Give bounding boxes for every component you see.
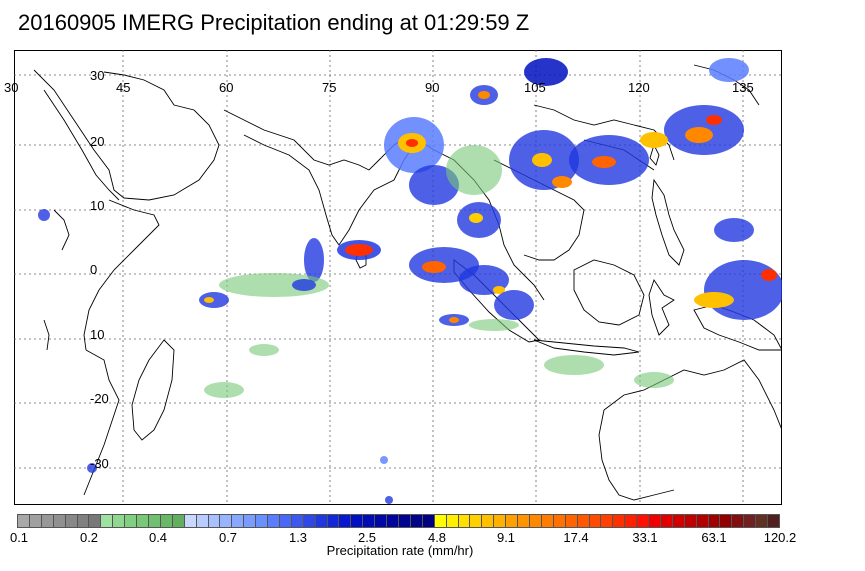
colorbar-cell [446,515,459,527]
map-frame [14,50,782,505]
colorbar-cell [351,515,364,527]
colorbar-cell [577,515,590,527]
colorbar-tick: 2.5 [357,530,377,545]
colorbar-cell [434,515,447,527]
colorbar-cell [768,515,780,527]
colorbar-cell [387,515,399,527]
colorbar-cell [41,515,54,527]
colorbar-tick: 33.1 [632,530,658,545]
colorbar-cell [232,515,245,527]
colorbar-cell [184,515,197,527]
colorbar-cell [65,515,78,527]
lon-label-30: 30 [4,80,19,95]
colorbar-tick: 0.4 [148,530,168,545]
colorbar-cell [589,515,602,527]
colorbar-cell [113,515,126,527]
colorbar-cell [53,515,66,527]
colorbar-cell [101,515,114,527]
colorbar-cell [172,515,185,527]
colorbar-cell [529,515,542,527]
colorbar-cell [744,515,757,527]
colorbar-cell [708,515,721,527]
colorbar-cell [672,515,685,527]
lat-label-neg30: -30 [90,456,109,471]
colorbar-cell [256,515,269,527]
colorbar-cell [541,515,554,527]
colorbar-cell [684,515,697,527]
colorbar-tick: 0.2 [79,530,99,545]
colorbar-cell [220,515,233,527]
lon-label-75: 75 [322,80,337,95]
map-title: 20160905 IMERG Precipitation ending at 0… [18,10,530,35]
colorbar-cell [208,515,221,527]
colorbar-cell [17,515,30,527]
colorbar-cell [29,515,42,527]
colorbar-cell [303,515,316,527]
colorbar-cell [410,515,423,527]
lat-label-30: 30 [90,68,105,83]
colorbar-cell [458,515,471,527]
colorbar-cell [565,515,578,527]
colorbar-tick: 4.8 [427,530,447,545]
colorbar-cell [422,515,435,527]
colorbar-cell [89,515,102,527]
colorbar-tick: 17.4 [563,530,589,545]
colorbar [17,514,780,528]
lon-label-135: 135 [732,80,754,95]
colorbar-cell [148,515,161,527]
lon-label-120: 120 [628,80,650,95]
colorbar-label: Precipitation rate (mm/hr) [326,543,474,558]
colorbar-cell [137,515,149,527]
colorbar-cell [399,515,411,527]
precipitation-map: 30 45 60 75 90 105 120 135 30 20 10 0 10… [4,50,782,505]
colorbar-tick: 9.1 [496,530,516,545]
lat-label-0: 0 [90,262,98,277]
lat-label-neg10: 10 [90,327,105,342]
colorbar-cell [660,515,673,527]
colorbar-tick: 120.2 [763,530,797,545]
colorbar-cell [327,515,340,527]
lat-label-10: 10 [90,198,105,213]
colorbar-cell [363,515,376,527]
colorbar-cell [244,515,257,527]
map-canvas [14,50,782,505]
lat-label-20: 20 [90,134,105,149]
colorbar-cell [196,515,209,527]
colorbar-cell [494,515,507,527]
colorbar-cell [160,515,173,527]
colorbar-cell [732,515,745,527]
lon-label-45: 45 [116,80,131,95]
colorbar-cell [279,515,292,527]
lon-label-90: 90 [425,80,440,95]
colorbar-tick: 1.3 [288,530,308,545]
colorbar-tick: 0.7 [218,530,238,545]
colorbar-cell [613,515,626,527]
colorbar-cell [268,515,280,527]
colorbar-cell [482,515,495,527]
colorbar-cell [756,515,769,527]
lat-label-neg20: -20 [90,391,109,406]
colorbar-tick: 0.1 [9,530,29,545]
colorbar-cell [125,515,138,527]
colorbar-cell [315,515,328,527]
colorbar-cell [470,515,483,527]
colorbar-cell [601,515,614,527]
colorbar-cell [339,515,352,527]
lon-label-60: 60 [219,80,234,95]
colorbar-cell [696,515,709,527]
precipitation-overlay [38,58,782,504]
colorbar-cell [625,515,638,527]
colorbar-cell [649,515,661,527]
colorbar-tick: 63.1 [701,530,727,545]
colorbar-cell [518,515,530,527]
colorbar-cell [720,515,733,527]
colorbar-cell [291,515,304,527]
colorbar-cell [77,515,90,527]
colorbar-cell [375,515,388,527]
colorbar-cell [553,515,566,527]
colorbar-cell [506,515,519,527]
colorbar-cell [637,515,650,527]
lon-label-105: 105 [524,80,546,95]
